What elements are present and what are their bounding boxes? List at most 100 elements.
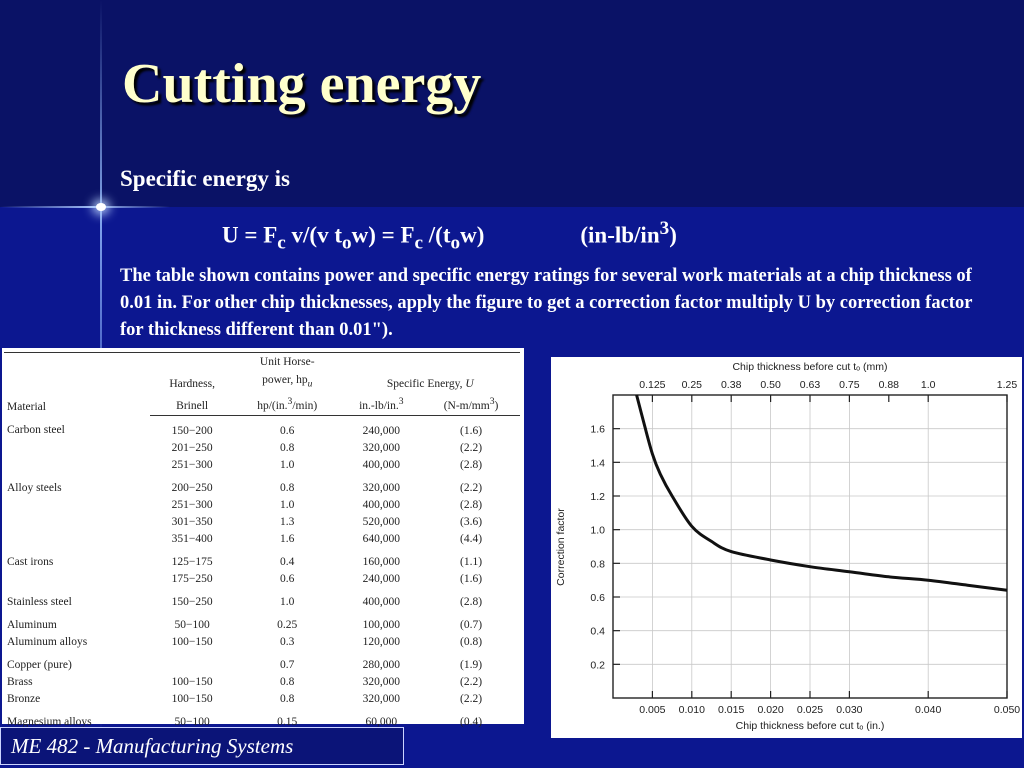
cell-u: 640,000 — [362, 532, 400, 545]
table-row: Magnesium alloys 50−100 0.15 60,000 (0.4) — [4, 707, 520, 730]
cell-material: Cast irons — [7, 555, 54, 568]
cell-si: (0.4) — [459, 715, 483, 728]
table-row: Aluminum alloys 100−150 0.3 120,000 (0.8) — [4, 633, 520, 650]
table-row: 251−300 1.0 400,000 (2.8) — [4, 456, 520, 473]
table-row: 251−300 1.0 400,000 (2.8) — [4, 496, 520, 513]
cell-material: Copper (pure) — [7, 658, 72, 671]
y-tick-label: 0.8 — [590, 558, 605, 570]
formula-sub: c — [414, 232, 424, 254]
material-table-panel: Unit Horse- Material Hardness, power, hp… — [2, 348, 524, 728]
energy-header-si: (N-m/mm — [443, 400, 490, 413]
y-tick-label: 0.4 — [590, 626, 605, 638]
cell-si: (2.2) — [459, 481, 483, 494]
y-tick-label: 0.6 — [590, 592, 605, 604]
top-tick-label: 1.0 — [921, 379, 936, 391]
decorative-horizontal-line — [0, 206, 170, 208]
cell-hp: 1.3 — [280, 515, 295, 528]
cell-si: (1.6) — [459, 572, 483, 585]
footer-course-label: ME 482 - Manufacturing Systems — [11, 734, 294, 758]
y-tick-label: 1.6 — [590, 424, 605, 436]
table-row: 175−250 0.6 240,000 (1.6) — [4, 570, 520, 587]
cell-material: Alloy steels — [7, 481, 62, 494]
x-axis-label-text: Chip thickness before cut tₒ (in.) — [736, 720, 885, 732]
cell-hp: 1.0 — [280, 595, 295, 608]
specific-energy-label: Specific energy is — [120, 166, 290, 191]
formula-units-sup: 3 — [659, 218, 670, 239]
hardness-header-line1: Hardness, — [169, 378, 215, 391]
chart-grid — [613, 395, 1008, 698]
top-tick-label: 0.63 — [800, 379, 821, 391]
hp-header-line1: Unit Horse- — [259, 356, 315, 368]
material-table-body: Carbon steel 150−200 0.6 240,000 (1.6) 201−2… — [4, 416, 520, 731]
material-table: Unit Horse- Material Hardness, power, hp… — [4, 352, 520, 730]
energy-formula: U = Fc v/(v tow) = Fc /(tow) (in-lb/in3) — [222, 218, 677, 254]
cell-hp: 0.6 — [280, 424, 295, 437]
cell-hp: 1.0 — [280, 498, 295, 511]
cell-hp: 0.25 — [277, 618, 298, 631]
cell-si: (2.8) — [459, 458, 483, 471]
energy-header-us: in.-lb/in. — [359, 400, 399, 413]
cell-si: (0.8) — [459, 635, 483, 648]
top-tick-label: 0.38 — [721, 379, 742, 391]
cell-u: 160,000 — [362, 555, 400, 568]
cell-material — [4, 439, 150, 456]
cell-hp: 0.6 — [280, 572, 295, 585]
top-tick-label: 0.25 — [682, 379, 703, 391]
cell-hp: 0.8 — [280, 692, 295, 705]
cell-hardness: 150−200 — [171, 424, 213, 437]
footer-box: ME 482 - Manufacturing Systems — [0, 727, 404, 765]
series-line — [635, 394, 1008, 592]
cell-si: (3.6) — [459, 515, 483, 528]
cell-si: (2.8) — [459, 595, 483, 608]
top-tick-label: 1.25 — [997, 379, 1018, 391]
cell-hp: 0.7 — [280, 658, 295, 671]
cell-si: (2.8) — [459, 498, 483, 511]
cell-u: 320,000 — [362, 481, 400, 494]
cell-si: (0.7) — [459, 618, 483, 631]
top-axis-label-text: Chip thickness before cut tₒ (mm) — [732, 361, 887, 373]
col-header-energy: Specific Energy, U — [341, 371, 520, 393]
table-row: Copper (pure) 0.7 280,000 (1.9) — [4, 650, 520, 673]
cell-hp: 0.3 — [280, 635, 295, 648]
cell-material: Bronze — [7, 692, 41, 705]
cell-si: (1.9) — [459, 658, 483, 671]
cell-hardness: 150−250 — [171, 595, 213, 608]
y-tick-label: 1.0 — [590, 525, 605, 537]
col-header-hardness: Hardness, — [150, 371, 233, 393]
cell-hardness: 200−250 — [171, 481, 213, 494]
x-tick-label: 0.010 — [679, 704, 705, 716]
cell-u: 400,000 — [362, 458, 400, 471]
hardness-header-line2: Brinell — [176, 400, 209, 413]
table-row: Stainless steel 150−250 1.0 400,000 (2.8) — [4, 587, 520, 610]
energy-header-line1: Specific Energy, — [386, 378, 466, 391]
y-tick-label: 0.2 — [590, 659, 605, 671]
cell-u: 240,000 — [362, 572, 400, 585]
header-band — [0, 0, 1024, 207]
y-axis-label: Correction factor — [555, 508, 567, 586]
hp-header-sup: 3 — [287, 396, 293, 408]
top-axis-label: Chip thickness before cut tₒ (mm) — [732, 361, 887, 373]
table-row: Alloy steels 200−250 0.8 320,000 (2.2) — [4, 473, 520, 496]
cell-material: Aluminum alloys — [7, 635, 88, 648]
cell-hp: 0.15 — [277, 715, 298, 728]
slide-title: Cutting energy — [122, 53, 482, 115]
table-row: 351−400 1.6 640,000 (4.4) — [4, 530, 520, 547]
formula-sub: o — [450, 232, 461, 254]
cell-material: Aluminum — [7, 618, 57, 631]
cell-hardness: 175−250 — [171, 572, 213, 585]
formula-units-end: ) — [669, 222, 677, 248]
table-row: Aluminum 50−100 0.25 100,000 (0.7) — [4, 610, 520, 633]
x-tick-label: 0.050 — [994, 704, 1020, 716]
cell-material — [4, 496, 150, 513]
formula-part: w) = F — [351, 222, 415, 248]
cell-hp: 0.8 — [280, 675, 295, 688]
cell-material — [4, 456, 150, 473]
formula-part: v/(v t — [285, 222, 342, 248]
table-row: Carbon steel 150−200 0.6 240,000 (1.6) — [4, 416, 520, 440]
formula-part: U = F — [222, 222, 278, 248]
x-tick-label: 0.020 — [757, 704, 783, 716]
correction-factor-figure-panel: 0.005 0.010 0.015 0.020 0.025 0.030 0.040 0.050… — [551, 357, 1022, 738]
x-tick-label: 0.030 — [836, 704, 862, 716]
col-header-material: Material — [7, 400, 46, 413]
energy-header-si-sup: 3 — [489, 396, 495, 408]
